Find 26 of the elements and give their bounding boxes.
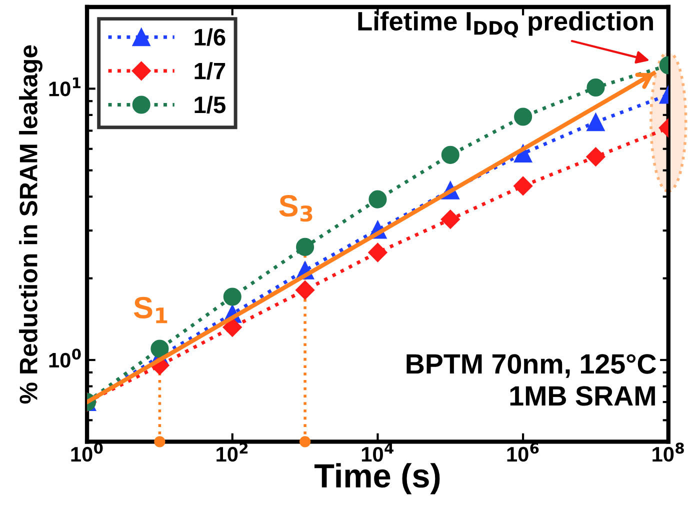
point [514,176,533,196]
ref-line-label: S$_{1}$ [134,296,168,324]
ref-line-label: S$_{3}$ [279,195,312,222]
legend-label: 1/5 [194,96,226,114]
legend-label: 1/7 [194,62,226,80]
legend-label: 1/6 [194,28,226,46]
point [586,113,605,132]
point [441,146,460,164]
point [222,318,242,337]
point [223,288,242,306]
point [586,147,606,166]
x-tick-label: 10$^{8}$ [652,442,684,462]
point [368,190,387,208]
point [368,242,388,262]
y-axis-title: % Reduction in SRAM leakage [19,45,42,404]
annotation: Lifetime I$_{DDQ}$ prediction [358,11,653,38]
point [440,210,460,229]
annotation: BPTM 70nm, 125°C 1MB SRAM [406,354,656,406]
x-axis-title: Time (s) [314,463,440,494]
point [296,280,315,300]
point [514,108,532,126]
x-tick-label: 10$^{4}$ [362,442,394,462]
point [296,238,314,256]
point [150,340,169,358]
y-tick-label: 10$^{1}$ [49,77,81,96]
point [586,78,605,97]
